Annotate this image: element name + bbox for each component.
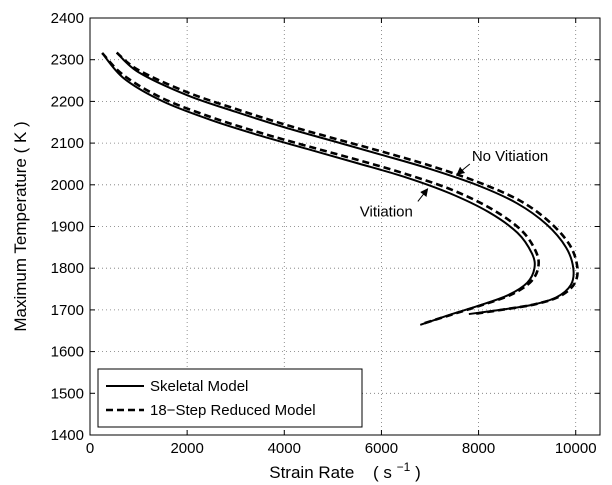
annotation-label: Vitiation — [360, 203, 413, 220]
annotation-label: No Vitiation — [472, 148, 548, 165]
y-tick-label: 1600 — [51, 344, 84, 361]
y-tick-label: 2200 — [51, 93, 84, 110]
x-tick-label: 10000 — [555, 440, 597, 457]
grid-layer — [90, 18, 600, 435]
series-layer — [101, 51, 579, 326]
vitiation-reduced-curve — [101, 52, 540, 325]
x-axis-unit-open: ( s — [373, 463, 392, 482]
y-tick-label: 2000 — [51, 177, 84, 194]
tick-layer: 0 2000 4000 6000 8000 10000 1400 1500 1600 1700 18… — [51, 10, 600, 457]
x-tick-label: 6000 — [365, 440, 398, 457]
x-tick-label: 8000 — [462, 440, 495, 457]
legend-label: Skeletal Model — [150, 378, 248, 395]
y-tick-label: 1500 — [51, 385, 84, 402]
y-axis-title: Maximum Temperature ( K ) — [11, 121, 30, 331]
x-axis-title-text: Strain Rate — [269, 463, 354, 482]
annotation-arrow — [456, 163, 471, 176]
y-tick-label: 1700 — [51, 302, 84, 319]
x-tick-label: 0 — [86, 440, 94, 457]
y-tick-label: 1900 — [51, 219, 84, 236]
x-axis-unit-superscript: −1 — [397, 460, 411, 474]
x-axis-unit-close: ) — [415, 463, 421, 482]
vitiation-skeletal-curve — [101, 52, 536, 326]
x-tick-label: 2000 — [170, 440, 203, 457]
legend-box — [97, 368, 363, 428]
y-tick-label: 2300 — [51, 52, 84, 69]
no-vitiation-reduced-curve — [115, 51, 579, 316]
y-tick-label: 2100 — [51, 135, 84, 152]
annotation-layer: No Vitiation Vitiation — [360, 148, 549, 221]
annotation-arrow — [417, 188, 429, 202]
y-tick-label: 1400 — [51, 427, 84, 444]
y-tick-label: 2400 — [51, 10, 84, 27]
x-tick-label: 4000 — [268, 440, 301, 457]
x-axis-title: Strain Rate ( s −1 ) — [269, 456, 421, 482]
legend-label: 18−Step Reduced Model — [150, 402, 316, 419]
legend: Skeletal Model 18−Step Reduced Model — [97, 368, 363, 428]
y-tick-label: 1800 — [51, 260, 84, 277]
